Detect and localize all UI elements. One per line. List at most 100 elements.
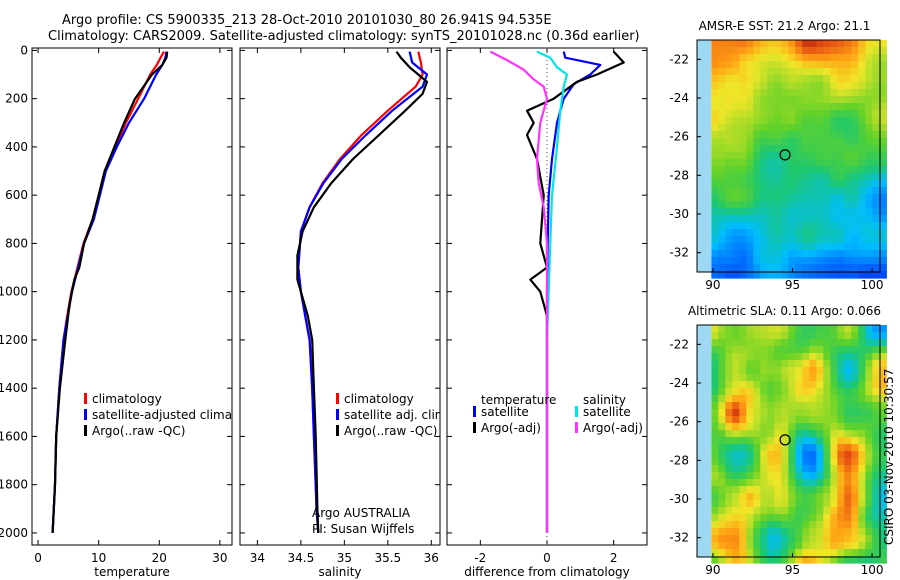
sla-cell [802, 535, 810, 543]
sla-cell [816, 444, 824, 452]
sst-cell [823, 236, 831, 244]
sla-cell [830, 381, 838, 389]
sla-cell [746, 360, 754, 368]
sla-cell [844, 479, 852, 487]
sst-cell [851, 201, 859, 209]
sst-cell [851, 68, 859, 76]
sst-cell [753, 96, 761, 104]
sla-cell [718, 430, 726, 438]
sla-cell [844, 542, 852, 550]
sla-cell [830, 472, 838, 480]
sla-cell [746, 423, 754, 431]
sla-cell [858, 500, 866, 508]
sla-cell [718, 388, 726, 396]
sla-cell [767, 381, 775, 389]
sst-cell [753, 61, 761, 69]
sst-cell [732, 131, 740, 139]
sst-cell [760, 243, 768, 251]
sst-cell [872, 75, 880, 83]
sst-cell [851, 61, 859, 69]
sla-cell [718, 472, 726, 480]
sst-cell [837, 110, 845, 118]
sla-cell [732, 514, 740, 522]
sla-cell [753, 353, 761, 361]
sst-cell [879, 124, 887, 132]
sla-cell [767, 451, 775, 459]
sst-cell [788, 131, 796, 139]
sst-cell [739, 208, 747, 216]
sst-cell [774, 138, 782, 146]
sla-cell [872, 479, 880, 487]
sst-cell [823, 243, 831, 251]
sla-cell [725, 395, 733, 403]
sst-cell [788, 89, 796, 97]
sla-cell [760, 360, 768, 368]
sst-cell [809, 236, 817, 244]
sla-cell [795, 549, 803, 557]
sla-cell [767, 374, 775, 382]
sla-cell [788, 458, 796, 466]
sla-cell [879, 521, 887, 529]
sla-cell [865, 353, 873, 361]
sla-cell [760, 374, 768, 382]
sst-cell [739, 138, 747, 146]
sst-cell [753, 187, 761, 195]
sla-cell [809, 514, 817, 522]
sst-cell [718, 236, 726, 244]
sst-cell [816, 243, 824, 251]
sst-cell [837, 68, 845, 76]
sla-cell [865, 325, 873, 333]
sla-cell [739, 465, 747, 473]
sst-cell [732, 208, 740, 216]
sst-cell [746, 152, 754, 160]
sla-cell [816, 353, 824, 361]
sst-cell [802, 47, 810, 55]
sst-cell [739, 54, 747, 62]
sst-cell [837, 187, 845, 195]
sst-cell [809, 271, 817, 279]
sla-cell [809, 325, 817, 333]
sla-cell [809, 451, 817, 459]
sst-cell [774, 145, 782, 153]
sla-cell [872, 493, 880, 501]
sla-cell [830, 437, 838, 445]
sla-cell [837, 465, 845, 473]
sla-cell [830, 556, 838, 564]
sla-cell [746, 549, 754, 557]
sla-cell [802, 423, 810, 431]
sst-ytick-label: -30 [669, 207, 689, 221]
sla-cell [788, 535, 796, 543]
sla-cell [774, 332, 782, 340]
sla-cell [760, 514, 768, 522]
sst-cell [767, 40, 775, 48]
sla-cell [844, 528, 852, 536]
sst-cell [802, 103, 810, 111]
sla-cell [767, 437, 775, 445]
sla-cell [879, 500, 887, 508]
sla-cell [725, 402, 733, 410]
sla-cell [739, 381, 747, 389]
sla-cell [767, 479, 775, 487]
sst-cell [767, 75, 775, 83]
sst-cell [774, 152, 782, 160]
sst-cell [823, 61, 831, 69]
sla-cell [816, 367, 824, 375]
sla-cell [879, 395, 887, 403]
sst-cell [851, 173, 859, 181]
sla-cell [739, 437, 747, 445]
sla-cell [823, 423, 831, 431]
sst-cell [823, 68, 831, 76]
sla-cell [851, 514, 859, 522]
sla-cell [823, 353, 831, 361]
sst-cell [879, 152, 887, 160]
depth-tick-label: 800 [5, 236, 28, 250]
sst-cell [844, 68, 852, 76]
sst-cell [732, 117, 740, 125]
sst-cell [781, 40, 789, 48]
sla-cell [788, 360, 796, 368]
sst-cell [795, 236, 803, 244]
sst-cell [851, 138, 859, 146]
sst-cell [753, 271, 761, 279]
sst-cell [830, 159, 838, 167]
sst-cell [760, 187, 768, 195]
